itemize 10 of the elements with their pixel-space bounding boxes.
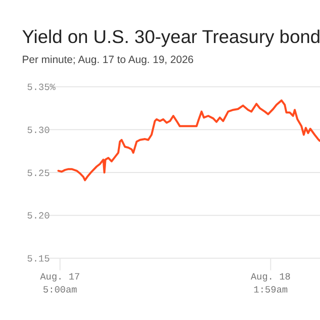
y-tick-label: 5.35% bbox=[27, 82, 56, 94]
y-tick-label: 5.15 bbox=[27, 254, 50, 265]
y-tick-label: 5.25 bbox=[27, 168, 50, 179]
y-tick-label: 5.20 bbox=[27, 210, 50, 222]
chart-subtitle: Per minute; Aug. 17 to Aug. 19, 2026 bbox=[22, 54, 194, 66]
line-series bbox=[57, 99, 320, 182]
x-tick-label: Aug. 17 5:00am bbox=[40, 271, 80, 296]
chart-title: Yield on U.S. 30-year Treasury bond bbox=[22, 26, 320, 47]
y-tick-label: 5.30 bbox=[27, 124, 50, 136]
x-tick-label: Aug. 18 1:59am bbox=[250, 271, 291, 296]
